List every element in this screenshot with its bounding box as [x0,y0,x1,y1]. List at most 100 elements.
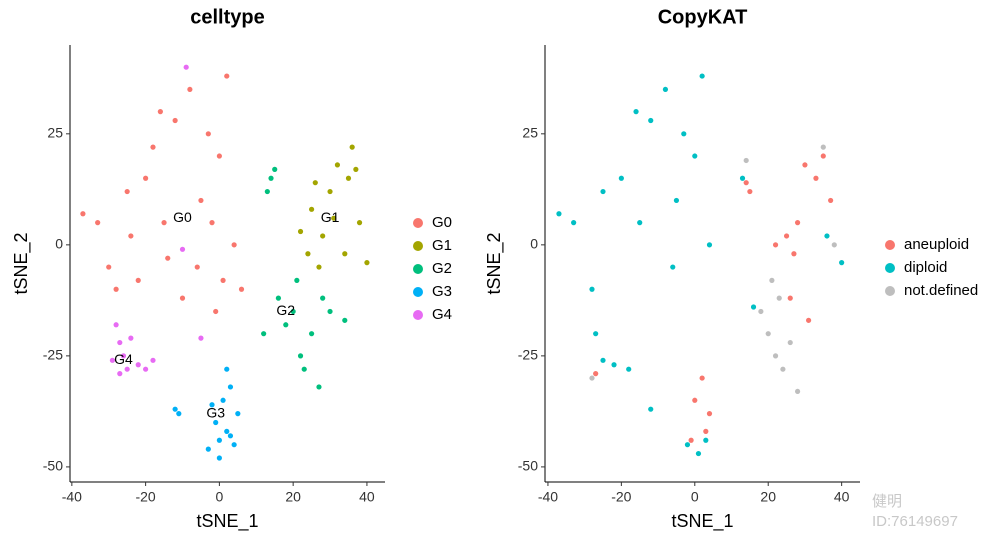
point [670,264,676,270]
point [688,437,694,443]
point [316,384,322,390]
y-tick-label: -25 [518,347,538,363]
point [787,295,793,301]
point [820,144,826,150]
point [692,397,698,403]
y-tick-label: 25 [47,125,63,141]
point [747,188,753,195]
point [703,437,709,443]
point [791,251,797,257]
point [556,211,562,217]
point [297,228,304,235]
point [261,331,267,337]
point [831,242,837,248]
point [117,371,123,377]
legend-label: G4 [432,306,452,323]
x-tick-label: -20 [611,489,631,505]
point [135,277,141,283]
cluster-label: G4 [114,351,133,367]
point [179,295,186,301]
point [571,220,577,226]
point [135,362,141,368]
point [275,295,282,301]
point [824,233,830,239]
y-tick-label: -50 [43,458,63,474]
point [198,335,204,341]
point [600,357,606,363]
point [820,153,826,159]
legend-label: not.defined [904,282,978,299]
point [194,264,200,270]
point [743,157,749,164]
point [183,64,189,70]
point [305,251,311,257]
point [776,295,782,301]
point [150,357,156,363]
point [205,446,211,452]
x-tick-label: 40 [359,489,375,505]
point [143,366,149,372]
watermark: ID:76149697 [872,513,958,530]
legend-label: diploid [904,259,947,276]
point [198,197,204,204]
point [342,251,348,257]
point [179,246,186,252]
point [320,295,326,301]
point [209,220,215,226]
x-tick-label: 20 [285,489,301,505]
point [743,180,749,186]
point [117,339,123,346]
point [176,411,182,417]
point [120,353,127,359]
point [637,220,643,226]
point [128,335,134,341]
x-axis-title: tSNE_1 [671,511,733,532]
point [783,233,790,239]
y-tick-label: 0 [530,236,538,252]
point [750,304,757,310]
point [593,331,599,337]
point [334,162,341,168]
y-tick-label: -50 [518,458,538,474]
point [353,166,359,172]
cluster-label: G0 [173,209,192,225]
chart-title: celltype [190,6,264,28]
point [739,175,746,181]
x-tick-label: 20 [760,489,776,505]
point [227,433,234,439]
x-tick-label: 0 [215,489,223,505]
chart-title: CopyKAT [658,6,748,28]
point [150,144,156,150]
point [213,419,219,426]
legend-marker [413,241,423,251]
point [699,73,705,79]
point [143,175,149,181]
point [633,109,639,115]
point [264,188,270,195]
point [231,442,237,448]
legend-marker [413,310,423,320]
point [209,402,215,408]
y-tick-label: 25 [522,125,538,141]
legend-marker [885,240,895,250]
point [109,357,116,363]
point [224,366,230,372]
point [224,73,230,79]
point [695,450,702,457]
watermark: 健明 [872,493,902,510]
point [593,371,599,377]
point [161,220,167,226]
point [356,220,363,226]
point [172,406,178,412]
point [589,286,595,292]
point [235,411,241,417]
point [772,242,779,248]
point [216,455,222,461]
point [802,162,808,168]
point [95,220,101,226]
y-tick-label: -25 [43,347,63,363]
point [308,331,315,337]
y-axis-title: tSNE_2 [484,232,505,294]
point [839,260,845,266]
